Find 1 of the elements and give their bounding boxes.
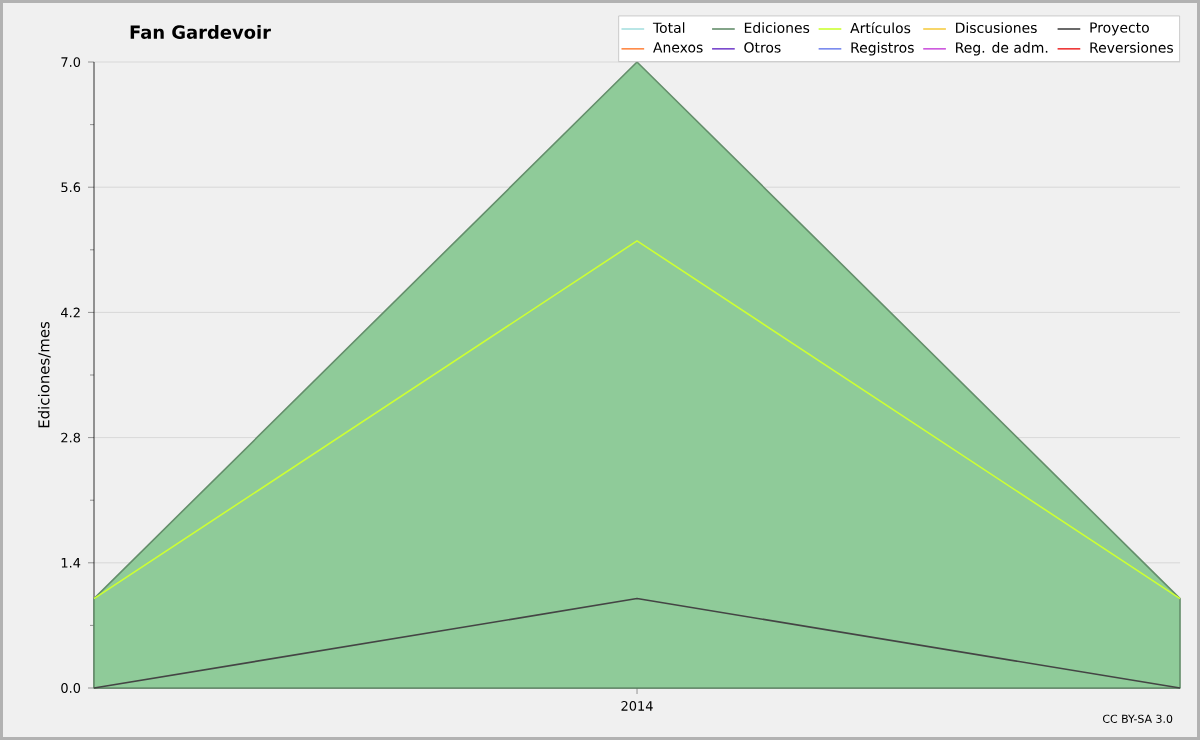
chart-title: Fan Gardevoir	[130, 25, 271, 39]
